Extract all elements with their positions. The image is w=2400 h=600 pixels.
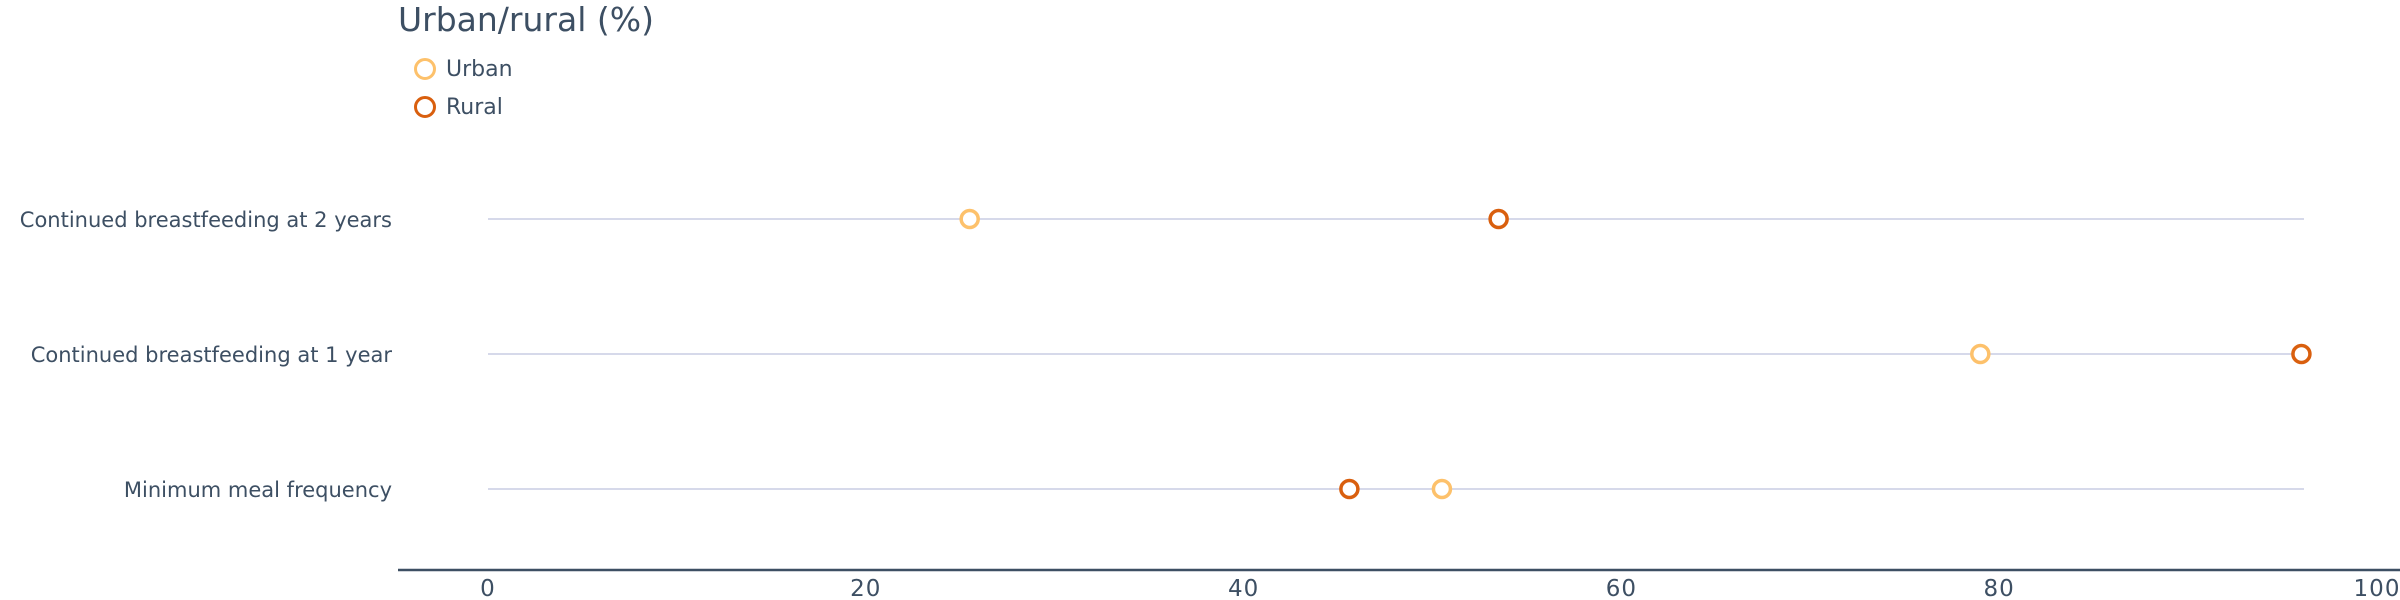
- category-label: Minimum meal frequency: [124, 478, 392, 502]
- data-point-rural: [2291, 343, 2312, 365]
- category-label: Continued breastfeeding at 1 year: [31, 343, 393, 367]
- x-tick-label: 60: [1606, 576, 1637, 600]
- legend-item-urban[interactable]: Urban: [414, 50, 513, 88]
- data-point-urban: [959, 208, 980, 230]
- legend-label-rural: Rural: [446, 94, 503, 120]
- data-point-rural: [1339, 478, 1360, 500]
- x-tick-label: 40: [1228, 576, 1259, 600]
- x-tick-label: 20: [850, 576, 881, 600]
- legend: Urban Rural: [414, 50, 513, 126]
- data-point-urban: [1431, 478, 1453, 500]
- x-tick-label: 80: [1984, 576, 2015, 600]
- legend-item-rural[interactable]: Rural: [414, 88, 513, 126]
- legend-marker-urban-icon: [414, 58, 436, 80]
- chart-title: Urban/rural (%): [398, 0, 654, 39]
- category-label: Continued breastfeeding at 2 years: [20, 208, 392, 232]
- data-point-urban: [1970, 343, 1991, 365]
- x-tick-label: 100: [2354, 576, 2400, 600]
- legend-marker-rural-icon: [414, 96, 436, 118]
- x-tick-label: 0: [480, 576, 496, 600]
- legend-label-urban: Urban: [446, 56, 513, 82]
- data-point-rural: [1488, 208, 1509, 230]
